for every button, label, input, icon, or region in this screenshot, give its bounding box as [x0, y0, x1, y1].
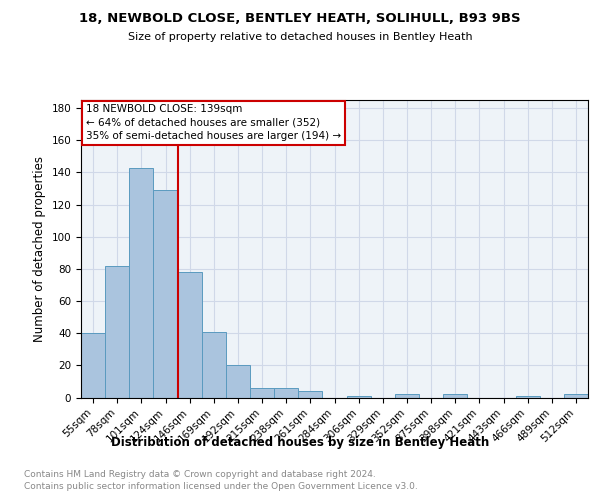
Bar: [154, 190, 178, 398]
Bar: [202, 332, 226, 398]
Text: Distribution of detached houses by size in Bentley Heath: Distribution of detached houses by size …: [111, 436, 489, 449]
Bar: [81, 333, 105, 398]
Bar: [443, 394, 467, 398]
Text: 18, NEWBOLD CLOSE, BENTLEY HEATH, SOLIHULL, B93 9BS: 18, NEWBOLD CLOSE, BENTLEY HEATH, SOLIHU…: [79, 12, 521, 26]
Bar: [226, 366, 250, 398]
Bar: [129, 168, 154, 398]
Bar: [274, 388, 298, 398]
Text: 18 NEWBOLD CLOSE: 139sqm
← 64% of detached houses are smaller (352)
35% of semi-: 18 NEWBOLD CLOSE: 139sqm ← 64% of detach…: [86, 104, 341, 141]
Bar: [347, 396, 371, 398]
Y-axis label: Number of detached properties: Number of detached properties: [33, 156, 46, 342]
Text: Contains HM Land Registry data © Crown copyright and database right 2024.: Contains HM Land Registry data © Crown c…: [24, 470, 376, 479]
Bar: [395, 394, 419, 398]
Bar: [178, 272, 202, 398]
Bar: [564, 394, 588, 398]
Text: Contains public sector information licensed under the Open Government Licence v3: Contains public sector information licen…: [24, 482, 418, 491]
Text: Size of property relative to detached houses in Bentley Heath: Size of property relative to detached ho…: [128, 32, 472, 42]
Bar: [250, 388, 274, 398]
Bar: [298, 391, 322, 398]
Bar: [515, 396, 540, 398]
Bar: [105, 266, 129, 398]
